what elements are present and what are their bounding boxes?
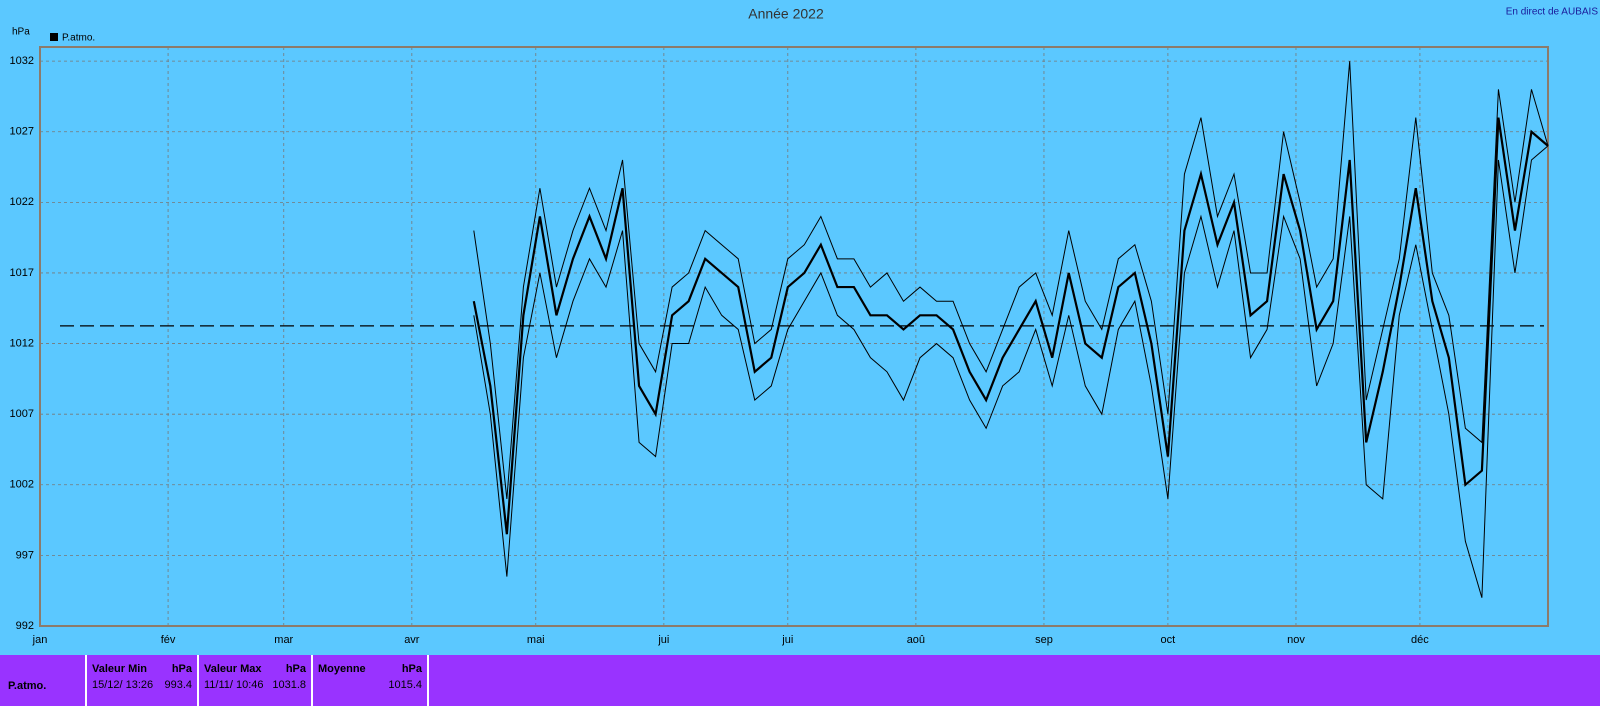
stat-unit: hPa bbox=[286, 663, 307, 675]
y-tick-label: 1017 bbox=[10, 267, 34, 279]
x-tick-label: nov bbox=[1287, 634, 1305, 646]
x-tick-label: mar bbox=[274, 634, 293, 646]
stat-unit: hPa bbox=[402, 663, 423, 675]
stat-value: 993.4 bbox=[164, 679, 192, 691]
y-tick-label: 1027 bbox=[10, 126, 34, 138]
plot-frame bbox=[39, 46, 1549, 627]
stat-value: 1031.8 bbox=[272, 679, 306, 691]
legend-swatch bbox=[50, 33, 58, 41]
max-line bbox=[473, 61, 1549, 499]
stat-label: Valeur Max bbox=[204, 663, 262, 675]
y-tick-label: 1032 bbox=[10, 55, 34, 67]
stat-label: Valeur Min bbox=[92, 663, 147, 675]
y-tick-label: 1002 bbox=[10, 479, 34, 491]
y-tick-label: 1012 bbox=[10, 337, 34, 349]
y-unit: hPa bbox=[12, 27, 30, 38]
stat-value: 1015.4 bbox=[388, 679, 422, 691]
mean-line bbox=[472, 117, 1549, 535]
x-tick-label: avr bbox=[404, 634, 420, 646]
legend-label: P.atmo. bbox=[62, 33, 95, 44]
source-link[interactable]: En direct de AUBAIS bbox=[1506, 7, 1599, 18]
stat-unit: hPa bbox=[172, 663, 193, 675]
y-tick-label: 1022 bbox=[10, 196, 34, 208]
x-tick-label: sep bbox=[1035, 634, 1053, 646]
chart-title: Année 2022 bbox=[748, 6, 824, 22]
stat-date: 11/11/ 10:46 bbox=[204, 679, 264, 691]
x-tick-label: mai bbox=[527, 634, 545, 646]
x-tick-label: jui bbox=[781, 634, 793, 646]
x-tick-label: aoû bbox=[907, 634, 925, 646]
y-tick-label: 992 bbox=[16, 620, 34, 632]
stats-row-label: P.atmo. bbox=[8, 680, 46, 692]
stat-label: Moyenne bbox=[318, 663, 366, 675]
x-tick-label: déc bbox=[1411, 634, 1429, 646]
x-tick-label: jan bbox=[32, 634, 48, 646]
x-tick-label: jui bbox=[657, 634, 669, 646]
x-tick-label: oct bbox=[1161, 634, 1176, 646]
y-tick-label: 1007 bbox=[10, 408, 34, 420]
stat-date: 15/12/ 13:26 bbox=[92, 679, 153, 691]
y-tick-label: 997 bbox=[16, 549, 34, 561]
x-tick-label: fév bbox=[161, 634, 176, 646]
stats-panel bbox=[0, 655, 1600, 706]
min-line bbox=[473, 145, 1549, 598]
